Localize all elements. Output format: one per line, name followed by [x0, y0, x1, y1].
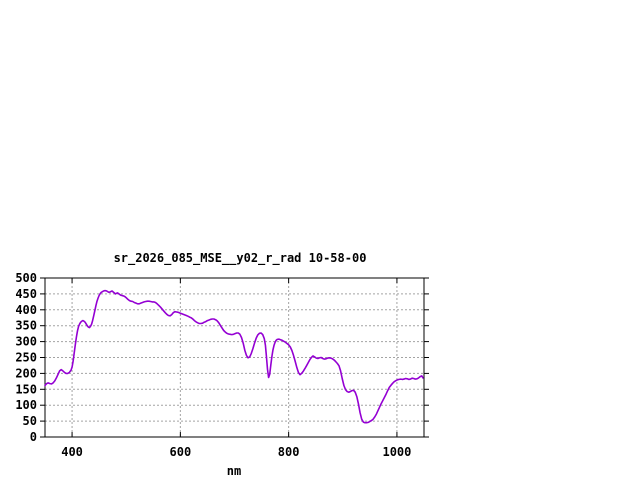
y-tick-label: 200 — [15, 366, 37, 380]
x-axis-label: nm — [226, 464, 242, 478]
y-tick-label: 450 — [15, 287, 37, 301]
y-tick-label: 50 — [23, 414, 37, 428]
x-tick-label: 600 — [170, 445, 192, 459]
y-tick-label: 500 — [15, 271, 37, 285]
spectrum-curve — [44, 289, 424, 424]
y-tick-label: 100 — [15, 398, 37, 412]
y-tick-label: 350 — [15, 319, 37, 333]
y-tick-label: 300 — [15, 335, 37, 349]
x-tick-label: 800 — [278, 445, 300, 459]
x-tick-label: 1000 — [382, 445, 411, 459]
x-tick-label: 400 — [61, 445, 83, 459]
y-tick-label: 150 — [15, 382, 37, 396]
y-tick-label: 400 — [15, 303, 37, 317]
y-tick-label: 250 — [15, 351, 37, 365]
y-tick-label: 0 — [30, 430, 37, 444]
chart-title: sr_2026_085_MSE__y02_r_rad 10-58-00 — [113, 251, 367, 265]
